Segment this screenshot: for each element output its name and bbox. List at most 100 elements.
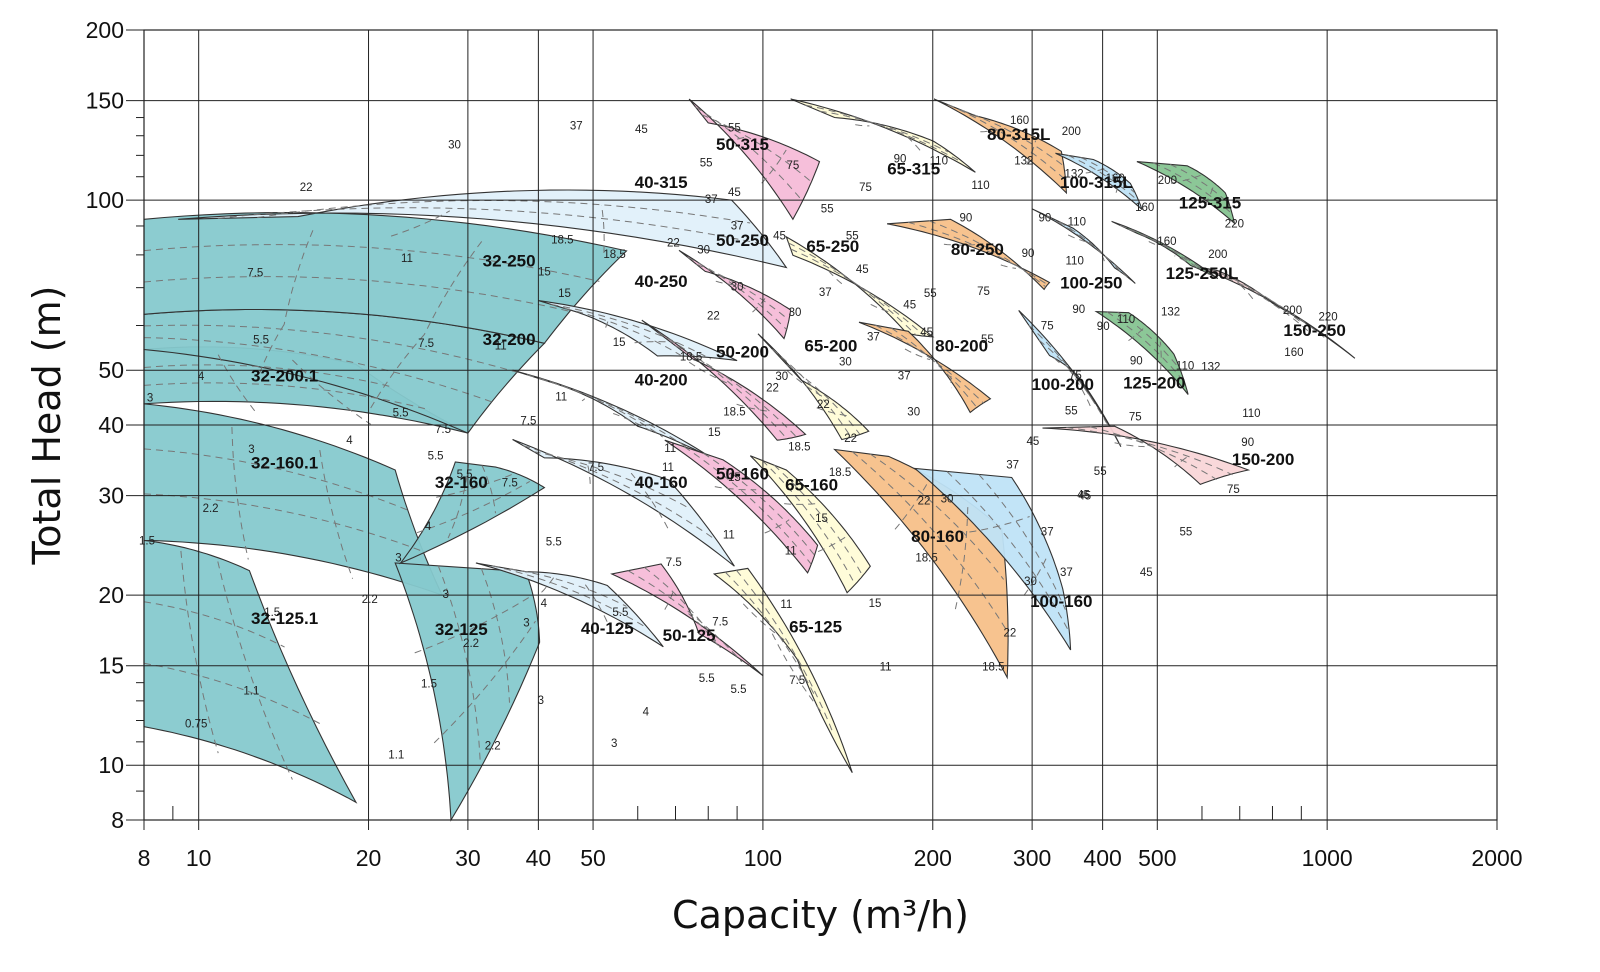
y-tick-label-20: 20: [98, 582, 124, 608]
impeller-curve-40-160-2: [533, 451, 692, 510]
impeller-curve-100-315l-2: [1080, 156, 1135, 193]
efficiency-curve-100-250-1: [1067, 234, 1088, 243]
power-label: 30: [839, 357, 852, 369]
efficiency-curve-32-200-1: [256, 324, 285, 379]
power-label: 110: [1066, 256, 1084, 268]
impeller-curve-125-250l-2: [1128, 228, 1201, 271]
model-label-32-160-1: 32-160.1: [251, 454, 318, 473]
y-tick-label-100: 100: [86, 187, 124, 213]
power-label: 2.2: [485, 740, 501, 752]
efficiency-curve-40-315-1: [390, 210, 451, 237]
efficiency-curve-32-200-1-2: [292, 359, 371, 425]
efficiency-curve-80-250-1: [943, 243, 984, 246]
power-label: 55: [1180, 527, 1193, 539]
impeller-curve-32-125-1: [437, 565, 481, 762]
power-label: 1.5: [264, 607, 280, 619]
power-label: 0.75: [185, 719, 207, 731]
power-label: 30: [731, 281, 744, 293]
power-label: 90: [1130, 356, 1143, 368]
efficiency-curve-40-250-1: [605, 321, 609, 328]
model-label-150-250: 150-250: [1283, 321, 1345, 340]
power-label: 11: [495, 340, 507, 352]
model-label-80-160: 80-160: [911, 527, 964, 546]
efficiency-curve-150-250-2: [1255, 293, 1309, 332]
model-label-65-125: 65-125: [789, 617, 842, 636]
efficiency-curve-65-200-2: [816, 407, 849, 417]
impeller-curve-32-160-1-1: [143, 448, 411, 512]
power-label: 7.5: [247, 267, 263, 279]
efficiency-curve-125-200-2: [1159, 341, 1162, 370]
power-label: 3: [523, 618, 529, 630]
x-tick-label-500: 500: [1138, 845, 1176, 871]
region-50-160: [664, 439, 819, 574]
power-label: 75: [977, 286, 990, 298]
efficiency-curve-32-125-1-2: [217, 561, 293, 780]
model-label-100-200: 100-200: [1032, 375, 1094, 394]
model-label-65-160: 65-160: [785, 475, 838, 494]
power-label: 55: [821, 203, 834, 215]
power-label: 45: [903, 300, 916, 312]
power-label: 15: [815, 513, 828, 525]
model-label-32-200: 32-200: [483, 330, 536, 349]
model-label-40-160: 40-160: [635, 473, 688, 492]
region-32-125-1: [143, 539, 358, 804]
power-label: 7.5: [418, 338, 434, 350]
power-label: 7.5: [520, 415, 536, 427]
impeller-curve-32-200-1-1: [143, 364, 394, 388]
power-label: 30: [775, 371, 788, 383]
impeller-curve-150-200-1: [1066, 427, 1233, 476]
impeller-curve-32-125-1-1: [143, 601, 285, 648]
power-label: 75: [1069, 370, 1082, 382]
impeller-curve-32-200-1-2: [143, 382, 430, 411]
power-label: 3: [538, 695, 544, 707]
efficiency-curve-80-315l-1: [980, 127, 1006, 133]
impeller-curve-65-125-2: [736, 569, 834, 735]
power-label: 37: [898, 371, 911, 383]
impeller-curve-65-200-1: [771, 348, 852, 438]
power-label: 132: [1161, 307, 1180, 319]
power-label: 160: [1284, 347, 1303, 359]
impeller-curve-80-250-2: [928, 220, 1047, 288]
y-tick-label-150: 150: [86, 88, 124, 114]
power-label: 22: [844, 433, 857, 445]
power-label: 37: [819, 287, 832, 299]
power-label: 22: [300, 182, 313, 194]
power-label: 200: [1062, 126, 1081, 138]
x-tick-label-400: 400: [1083, 845, 1121, 871]
impeller-curve-100-200-2: [1038, 339, 1094, 401]
power-label: 160: [1135, 202, 1154, 214]
efficiency-curve-65-200-1: [786, 370, 826, 399]
power-label: 5.5: [731, 684, 747, 696]
efficiency-curve-125-200-1: [1128, 326, 1145, 342]
power-label: 4: [198, 371, 205, 383]
power-label: 45: [728, 187, 741, 199]
impeller-curve-100-315l-1: [1067, 154, 1139, 202]
model-label-100-315l: 100-315L: [1060, 173, 1133, 192]
region-125-315: [1136, 161, 1236, 225]
impeller-curve-65-200-2: [786, 364, 860, 435]
impeller-curve-100-200-1: [1028, 324, 1108, 424]
impeller-curve-80-160-2: [869, 453, 1004, 580]
model-label-100-160: 100-160: [1030, 592, 1092, 611]
efficiency-curve-50-315-2: [761, 149, 787, 184]
efficiency-curve-32-125-1: [414, 595, 531, 654]
y-axis-title: Total Head (m): [25, 286, 69, 566]
impeller-curve-100-250-2: [1059, 221, 1122, 274]
model-label-50-125: 50-125: [663, 626, 716, 645]
model-label-65-250: 65-250: [806, 237, 859, 256]
power-label: 5.5: [546, 536, 562, 548]
impeller-curve-32-250-1: [143, 244, 600, 282]
power-label: 11: [880, 661, 892, 673]
impeller-curve-125-200-1: [1106, 311, 1184, 382]
region-50-315: [688, 98, 821, 221]
region-80-315l: [933, 98, 1068, 195]
power-label: 11: [780, 599, 792, 611]
power-label: 3: [147, 392, 153, 404]
impeller-curve-50-250-2: [696, 263, 789, 321]
model-label-32-200-1: 32-200.1: [251, 367, 318, 386]
power-label: 220: [1225, 219, 1244, 231]
efficiency-curve-100-200-1: [1054, 357, 1060, 364]
power-label: 45: [856, 264, 869, 276]
power-label: 75: [1129, 412, 1142, 424]
impeller-curve-32-160-1: [447, 463, 470, 539]
